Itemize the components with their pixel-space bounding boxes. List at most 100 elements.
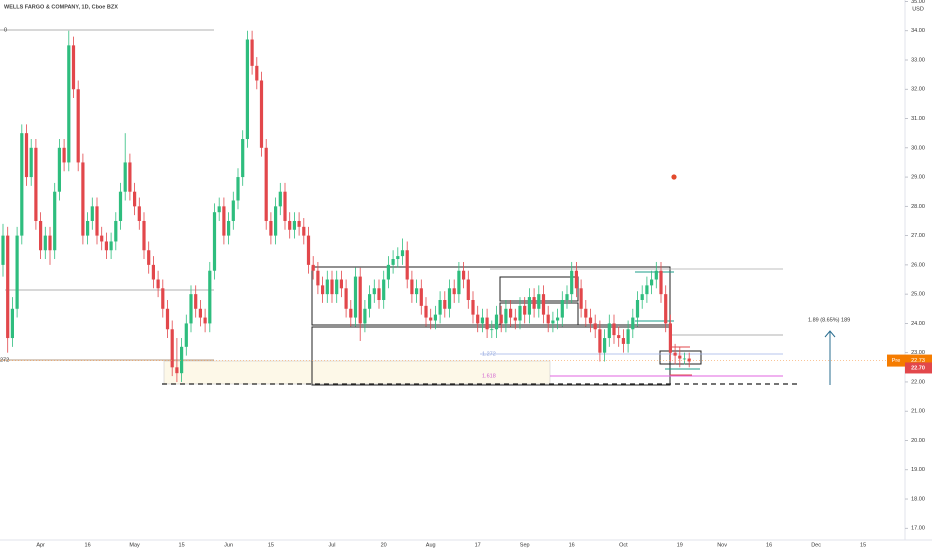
candle-body xyxy=(241,139,245,178)
candle-body xyxy=(471,300,475,315)
candle-body xyxy=(100,235,104,242)
candle-body xyxy=(447,288,452,309)
x-tick-label: 15 xyxy=(860,542,866,548)
candle-body xyxy=(476,314,480,324)
candle-body xyxy=(664,294,668,324)
candle-body xyxy=(551,320,555,324)
candle-body xyxy=(10,308,14,339)
candle-body xyxy=(194,294,198,309)
marker-dot xyxy=(671,174,677,180)
candle-body xyxy=(424,305,428,318)
fib-label: 272 xyxy=(0,357,9,363)
candle-body xyxy=(212,212,217,271)
candle-body xyxy=(161,288,165,309)
candle-body xyxy=(682,358,687,360)
candle-body xyxy=(128,162,132,192)
y-tick-label: 35.00 xyxy=(911,0,925,5)
candle-body xyxy=(621,338,625,344)
candle-body xyxy=(556,317,560,321)
candle-body xyxy=(137,206,141,221)
candle-body xyxy=(321,285,325,295)
candle-body xyxy=(288,220,292,230)
candle-body xyxy=(518,305,522,321)
y-tick-label: 22.00 xyxy=(911,379,925,385)
x-tick-label: 16 xyxy=(85,542,91,548)
y-tick-label: 32.00 xyxy=(911,87,925,93)
candle-body xyxy=(579,288,583,309)
candle-body xyxy=(306,235,311,265)
candle-body xyxy=(504,308,508,324)
y-tick-label: 21.00 xyxy=(911,409,925,415)
candle-body xyxy=(687,358,691,362)
candle-body xyxy=(184,323,188,347)
y-tick-label: 30.00 xyxy=(911,145,925,151)
candle-body xyxy=(151,264,155,280)
candle-body xyxy=(382,279,386,300)
candle-body xyxy=(259,80,264,148)
candle-body xyxy=(560,300,564,318)
currency-label: USD xyxy=(912,6,924,12)
candle-body xyxy=(433,314,437,321)
candle-body xyxy=(363,308,367,324)
candle-body xyxy=(292,220,296,230)
candle-body xyxy=(377,288,381,300)
candle-body xyxy=(316,270,320,286)
candle-body xyxy=(339,279,343,289)
candle-body xyxy=(208,270,212,324)
x-tick-label: Jul xyxy=(328,542,335,548)
candle-body xyxy=(269,220,273,236)
candle-body xyxy=(499,314,503,324)
candle-body xyxy=(612,323,616,336)
candle-body xyxy=(537,294,541,309)
candle-body xyxy=(62,147,66,163)
candle-body xyxy=(67,45,71,163)
candle-body xyxy=(645,285,649,295)
candle-body xyxy=(198,308,202,318)
candle-body xyxy=(250,39,254,66)
candle-body xyxy=(466,279,470,300)
candle-body xyxy=(43,235,47,251)
candle-body xyxy=(278,191,282,207)
candle-body xyxy=(227,220,231,236)
x-tick-label: 16 xyxy=(569,542,575,548)
candle-body xyxy=(349,308,353,318)
candle-body xyxy=(494,314,499,330)
candle-body xyxy=(34,147,38,221)
candle-body xyxy=(513,317,517,321)
candle-body xyxy=(180,346,184,374)
y-tick-label: 28.00 xyxy=(911,204,925,210)
candle-body xyxy=(372,288,376,295)
candle-body xyxy=(574,270,578,289)
y-tick-label: 20.00 xyxy=(911,438,925,444)
candle-body xyxy=(142,220,146,251)
candle-body xyxy=(405,250,409,280)
y-tick-label: 25.00 xyxy=(911,292,925,298)
candle-body xyxy=(15,235,19,309)
candle-body xyxy=(415,288,419,295)
measure-arrow-head xyxy=(824,330,836,338)
candle-body xyxy=(335,279,339,295)
candle-body xyxy=(104,241,108,251)
candle-body xyxy=(86,220,90,236)
candle-body xyxy=(48,235,52,251)
premarket-price: 22.73 xyxy=(911,358,925,364)
y-tick-label: 27.00 xyxy=(911,233,925,239)
candle-body xyxy=(584,308,588,318)
candle-body xyxy=(640,294,644,300)
y-tick-label: 33.00 xyxy=(911,57,925,63)
zone xyxy=(163,360,551,385)
x-tick-label: Jun xyxy=(224,542,233,548)
candle-body xyxy=(24,133,29,178)
x-tick-label: 15 xyxy=(179,542,185,548)
candle-body xyxy=(452,288,456,295)
candle-body xyxy=(527,297,531,315)
premarket-tag-text: Pre xyxy=(892,358,901,364)
candle-body xyxy=(95,206,99,236)
candle-body xyxy=(541,294,546,315)
candle-body xyxy=(607,323,611,339)
candle-body xyxy=(109,241,113,251)
x-tick-label: 16 xyxy=(766,542,772,548)
candle-body xyxy=(617,335,621,339)
